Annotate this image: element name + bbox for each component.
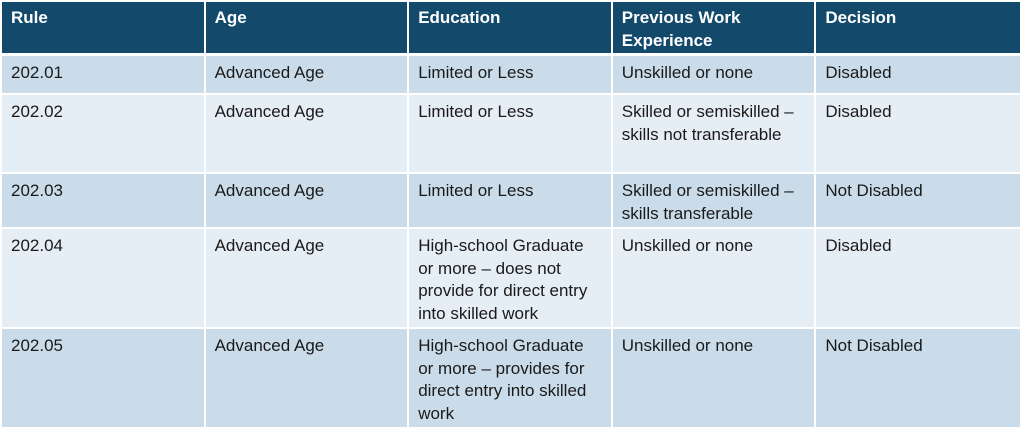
disability-rules-table: Rule Age Education Previous Work Experie…: [2, 2, 1020, 429]
cell-age: Advanced Age: [205, 95, 410, 174]
cell-previous-work-experience: Unskilled or none: [612, 56, 817, 95]
header-age: Age: [205, 2, 410, 56]
cell-education: High-school Graduate or more – does not …: [409, 229, 613, 329]
header-rule: Rule: [2, 2, 206, 56]
cell-age: Advanced Age: [205, 174, 410, 229]
table-row: 202.04 Advanced Age High-school Graduate…: [2, 229, 1020, 329]
header-decision: Decision: [816, 2, 1020, 56]
cell-previous-work-experience: Unskilled or none: [612, 329, 817, 429]
table-body: 202.01 Advanced Age Limited or Less Unsk…: [2, 56, 1020, 429]
table-row: 202.03 Advanced Age Limited or Less Skil…: [2, 174, 1020, 229]
table-row: 202.05 Advanced Age High-school Graduate…: [2, 329, 1020, 429]
cell-age: Advanced Age: [205, 56, 410, 95]
cell-rule: 202.05: [2, 329, 206, 429]
cell-rule: 202.04: [2, 229, 206, 329]
cell-previous-work-experience: Skilled or semiskilled – skills transfer…: [612, 174, 817, 229]
cell-decision: Disabled: [816, 95, 1020, 174]
header-previous-work-experience: Previous Work Experience: [612, 2, 817, 56]
cell-age: Advanced Age: [205, 329, 410, 429]
cell-rule: 202.01: [2, 56, 206, 95]
cell-education: Limited or Less: [409, 174, 613, 229]
cell-decision: Disabled: [816, 229, 1020, 329]
cell-decision: Not Disabled: [816, 329, 1020, 429]
cell-rule: 202.02: [2, 95, 206, 174]
cell-education: Limited or Less: [409, 56, 613, 95]
cell-education: Limited or Less: [409, 95, 613, 174]
table-row: 202.02 Advanced Age Limited or Less Skil…: [2, 95, 1020, 174]
cell-previous-work-experience: Skilled or semiskilled – skills not tran…: [612, 95, 817, 174]
header-education: Education: [409, 2, 613, 56]
header-row: Rule Age Education Previous Work Experie…: [2, 2, 1020, 56]
cell-education: High-school Graduate or more – provides …: [409, 329, 613, 429]
table-header: Rule Age Education Previous Work Experie…: [2, 2, 1020, 56]
cell-age: Advanced Age: [205, 229, 410, 329]
table-row: 202.01 Advanced Age Limited or Less Unsk…: [2, 56, 1020, 95]
cell-decision: Not Disabled: [816, 174, 1020, 229]
cell-previous-work-experience: Unskilled or none: [612, 229, 817, 329]
cell-decision: Disabled: [816, 56, 1020, 95]
cell-rule: 202.03: [2, 174, 206, 229]
